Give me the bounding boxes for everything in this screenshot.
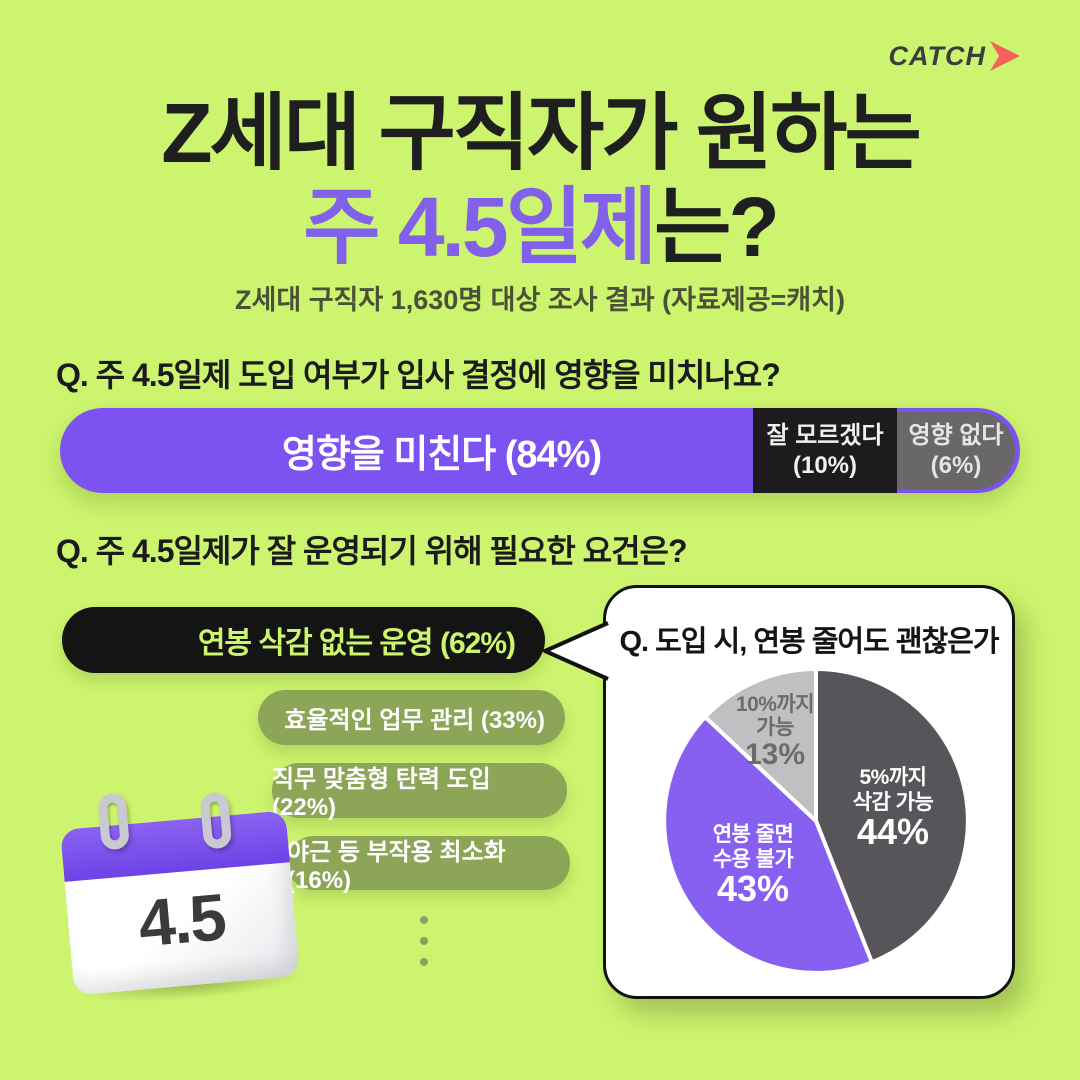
page-title-line2-rest: 는? (654, 180, 780, 275)
bar-segment-affects: 영향을 미친다 (84%) (281, 434, 602, 476)
bar-segment-unsure: 잘 모르겠다 (10%) (753, 408, 897, 493)
pie-slice-cut5 (814, 667, 970, 965)
page-title-line2: 주 4.5일제는? (0, 180, 1080, 274)
pie-label-cut10-line2: 가능 (756, 716, 794, 739)
pie-label-cut5-line1: 5%까지 (860, 766, 927, 789)
pie-slice-unacceptable (662, 715, 874, 975)
callout-tail (543, 621, 609, 681)
ellipsis-dot (420, 958, 428, 966)
page-title-line1: Z세대 구직자가 원하는 (161, 86, 922, 180)
pie-card: Q. 도입 시, 연봉 줄어도 괜찮은가요? 5%까지 삭감 가능 44% 연봉… (603, 585, 1015, 999)
pie-value-cut5: 44% (857, 811, 929, 852)
calendar-45-icon: 4.5 (57, 777, 307, 1009)
pie-value-cut10: 13% (745, 738, 805, 771)
calendar-ring-icon (199, 791, 233, 850)
bar-segment-unsure-value: (10%) (792, 451, 858, 479)
pie-label-unacceptable-line2: 수용 불가 (713, 848, 795, 871)
page-title-highlight: 주 4.5일제 (303, 180, 657, 275)
bar-segment-unsure-label: 잘 모르겠다 (766, 421, 884, 449)
bar-segment-noeffect: 영향 없다 (6%) (897, 412, 1015, 489)
question-1: Q. 주 4.5일제 도입 여부가 입사 결정에 영향을 미치나요? (56, 357, 781, 393)
q1-stacked-bar: 영향을 미친다 (84%) 잘 모르겠다 (10%) 영향 없다 (6%) (60, 408, 1020, 493)
pie-label-unacceptable-line1: 연봉 줄면 (713, 823, 794, 846)
pie-label-cut10-line1: 10%까지 (736, 693, 814, 716)
rank-pill-3: 직무 맞춤형 탄력 도입 (22%) (272, 763, 567, 821)
pie-value-unacceptable: 43% (717, 868, 789, 909)
calendar-ring-icon (97, 792, 130, 851)
bar-segment-noeffect-label: 영향 없다 (908, 421, 1004, 449)
ellipsis-dot (420, 916, 428, 924)
bar-segment-noeffect-value: (6%) (930, 451, 982, 479)
pie-label-cut5-line2: 삭감 가능 (853, 791, 934, 814)
brand-arrow-icon (990, 41, 1020, 71)
rank-pill-4: 야근 등 부작용 최소화 (16%) (287, 836, 570, 894)
pie-chart: 5%까지 삭감 가능 44% 연봉 줄면 수용 불가 43% 10%까지 가능 … (662, 667, 970, 975)
brand-logo-text: CATCH (888, 40, 986, 71)
ellipsis-dot (420, 937, 428, 945)
survey-subtitle: Z세대 구직자 1,630명 대상 조사 결과 (자료제공=캐치) (235, 285, 845, 315)
question-2: Q. 주 4.5일제가 잘 운영되기 위해 필요한 요건은? (56, 533, 688, 569)
rank-pill-2: 효율적인 업무 관리 (33%) (258, 690, 565, 745)
pie-slice-cut10 (703, 667, 818, 823)
brand-logo: CATCH (889, 40, 1020, 72)
page-title: Z세대 구직자가 원하는 주 4.5일제는? (0, 86, 1080, 274)
rank-pill-1: 연봉 삭감 없는 운영 (62%) (62, 607, 545, 673)
more-items-ellipsis (420, 916, 428, 966)
